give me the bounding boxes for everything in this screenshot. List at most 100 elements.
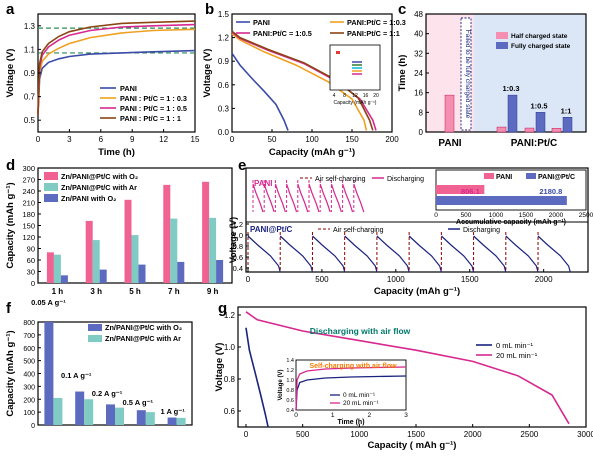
group-label: PANI	[438, 138, 461, 149]
inset-legend-label: 0 mL min⁻¹	[343, 392, 376, 399]
y-tick-label: 48	[414, 10, 423, 19]
ptc-region	[474, 14, 586, 132]
series-line	[231, 30, 374, 131]
y-axis-label: Capacity (mAh g⁻¹)	[5, 182, 16, 268]
y-tick-label: 8	[419, 108, 424, 117]
y-axis-label: Voltage (V)	[228, 217, 238, 263]
legend-swatch	[44, 172, 58, 180]
inset-x-tick-label: 2500	[579, 212, 593, 219]
inset-x-tick-label: 0	[294, 412, 298, 419]
bar	[99, 269, 107, 283]
inset-x-tick-label: 4	[333, 93, 336, 99]
bar-label: 1:0.5	[530, 101, 547, 110]
inset-x-tick-label: 1500	[519, 212, 534, 219]
y-tick-label: 500	[23, 359, 35, 366]
y-tick-label: 30	[27, 268, 35, 277]
y-tick-label: 600	[23, 346, 35, 353]
inset-series-line	[295, 366, 407, 411]
annotation-box	[460, 17, 472, 131]
y-tick-label: 700	[23, 333, 35, 340]
x-tick-label: 15	[191, 135, 200, 144]
bottom-label: PANI@Pt/C	[250, 225, 293, 234]
legend-swatch	[44, 194, 58, 202]
bar-half-charged	[524, 127, 535, 133]
panel-a: a 0 3 6 9 12 15 0.5 0.7 0.9 1.1 1.3 Time (h) Voltage …	[5, 1, 200, 158]
inset-y-tick-label: 0.8	[286, 388, 294, 394]
inset-x-tick-label: 500	[461, 212, 472, 219]
y-tick-label: 180	[22, 210, 35, 219]
x-tick-label: 7 h	[168, 287, 180, 296]
bar	[124, 199, 132, 283]
bar	[46, 252, 54, 283]
legend-swatch	[526, 173, 536, 179]
bar	[170, 218, 178, 283]
legend-label: PANI : Pt/C = 1 : 0.5	[120, 104, 187, 113]
legend-label: Discharging	[387, 176, 424, 183]
bar-pani-ptc	[436, 196, 567, 205]
series-line	[37, 20, 196, 115]
x-tick-label: 9	[130, 135, 135, 144]
discharge-curve	[297, 183, 309, 213]
inset-x-tick-label: 20	[373, 93, 379, 99]
y-tick-label: 0.8	[233, 242, 243, 251]
rate-label: 0.05 A g⁻¹	[31, 298, 66, 307]
legend-label: Zn/PANI@Pt/C with O₂	[105, 323, 182, 332]
inset-x-axis-label: Time (h)	[337, 419, 364, 426]
legend-label: Air self-charging	[315, 176, 366, 183]
x-tick-label: 0	[246, 275, 251, 284]
y-axis-label: Voltage (V)	[214, 343, 225, 392]
bar	[138, 264, 146, 283]
y-axis-label: Voltage (V)	[5, 49, 16, 98]
y-tick-label: 16	[414, 89, 423, 98]
y-tick-label: 24	[414, 69, 423, 78]
x-tick-label: 2500	[520, 430, 538, 439]
x-tick-label: 1 h	[52, 287, 64, 296]
inset-y-tick-label: 1.0	[286, 378, 294, 384]
legend-label: 0 mL min⁻¹	[496, 341, 534, 350]
legend-swatch	[496, 32, 508, 39]
x-tick-label: 500	[296, 430, 310, 439]
x-tick-label: 50	[268, 135, 277, 144]
y-tick-label: 40	[414, 30, 423, 39]
series-line	[231, 33, 368, 131]
series-line	[231, 52, 289, 131]
bar	[92, 240, 100, 283]
bar-fully-charged	[535, 112, 546, 133]
panel-letter: c	[398, 1, 406, 18]
inset-x-tick-label: 12	[352, 93, 358, 99]
y-tick-label: 1.2	[218, 34, 230, 43]
y-tick-label: 0	[31, 279, 35, 288]
bar	[145, 412, 155, 425]
discharge-curve	[342, 183, 354, 213]
y-tick-label: 0.7	[24, 93, 36, 102]
legend-swatch	[88, 335, 102, 342]
bar	[209, 217, 217, 283]
discharge-curve	[344, 235, 378, 273]
panel-c: c 1:0.3 1:0.5 1:1 Failed to be fully charged…	[397, 1, 587, 149]
y-tick-label: 300	[23, 384, 35, 391]
bar	[60, 275, 68, 283]
inset-legend-label: 20 mL min⁻¹	[343, 400, 380, 407]
annotation-text: Discharging with air flow	[310, 326, 411, 336]
x-tick-label: 200	[385, 135, 399, 144]
discharge-curve	[252, 183, 264, 213]
y-tick-label: 240	[22, 187, 35, 196]
bar	[53, 254, 61, 283]
discharge-curve	[330, 183, 342, 213]
y-tick-label: 1.0	[233, 231, 243, 240]
discharge-curve	[376, 235, 410, 273]
rate-label: 0.5 A g⁻¹	[123, 398, 154, 407]
inset-x-tick-label: 8	[343, 93, 346, 99]
x-tick-label: 100	[305, 135, 319, 144]
series-line	[245, 327, 269, 428]
bar-half-charged	[551, 128, 562, 133]
bar	[176, 417, 186, 425]
y-tick-label: 120	[22, 233, 35, 242]
legend-swatch	[44, 183, 58, 191]
y-tick-label: 210	[22, 199, 35, 208]
panel-letter: g	[218, 300, 227, 317]
legend-swatch	[88, 324, 102, 331]
y-tick-label: 1.5	[218, 10, 230, 19]
discharge-curve	[408, 235, 442, 273]
